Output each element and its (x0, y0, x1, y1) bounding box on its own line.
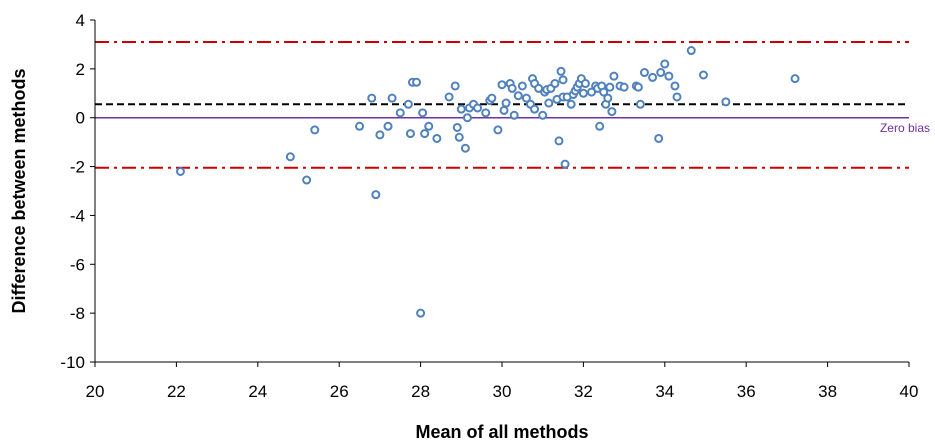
data-point (513, 91, 523, 101)
data-point (607, 107, 617, 117)
data-point (175, 166, 185, 176)
data-point (656, 68, 666, 78)
x-tick-label: 20 (86, 382, 105, 401)
data-point (605, 82, 615, 92)
data-point (444, 92, 454, 102)
data-point (497, 80, 507, 90)
data-point (432, 133, 442, 143)
data-point (538, 110, 548, 120)
y-tick-label: 2 (76, 60, 85, 79)
data-point (558, 75, 568, 85)
data-point (560, 159, 570, 169)
x-tick-label: 38 (818, 382, 837, 401)
data-point (405, 129, 415, 139)
data-point (473, 103, 483, 113)
data-point (648, 72, 658, 82)
data-point (521, 93, 531, 103)
data-point (450, 81, 460, 91)
data-point (462, 113, 472, 123)
data-point (603, 93, 613, 103)
data-point (595, 121, 605, 131)
data-point (454, 132, 464, 142)
data-point (493, 125, 503, 135)
data-point (790, 74, 800, 84)
data-point (383, 121, 393, 131)
data-point (721, 97, 731, 107)
data-point (310, 125, 320, 135)
data-point (633, 82, 643, 92)
x-tick-label: 32 (574, 382, 593, 401)
x-tick-label: 22 (167, 382, 186, 401)
data-point (418, 108, 428, 118)
zero-bias-label: Zero bias (880, 121, 930, 135)
y-tick-label: -6 (70, 255, 85, 274)
data-point (609, 71, 619, 81)
data-point (375, 130, 385, 140)
data-point (660, 59, 670, 69)
data-point (424, 121, 434, 131)
data-point (367, 93, 377, 103)
data-point (481, 108, 491, 118)
y-tick-label: -4 (70, 206, 85, 225)
data-point (580, 79, 590, 89)
axes (94, 20, 909, 363)
data-point (416, 308, 426, 318)
data-point (550, 79, 560, 89)
data-points (175, 46, 800, 318)
data-point (452, 122, 462, 132)
data-point (670, 81, 680, 91)
data-point (487, 93, 497, 103)
x-tick-label: 24 (248, 382, 267, 401)
data-point (403, 99, 413, 109)
data-point (664, 71, 674, 81)
data-point (698, 70, 708, 80)
data-point (599, 87, 609, 97)
y-tick-label: 0 (76, 109, 85, 128)
reference-lines (95, 40, 909, 169)
data-point (686, 46, 696, 56)
data-point (412, 77, 422, 87)
x-tick-label: 30 (493, 382, 512, 401)
data-point (501, 98, 511, 108)
x-tick-label: 34 (655, 382, 674, 401)
data-point (387, 93, 397, 103)
data-point (460, 143, 470, 153)
x-tick-label: 26 (330, 382, 349, 401)
data-point (578, 88, 588, 98)
y-tick-label: -10 (60, 353, 85, 372)
data-point (556, 66, 566, 76)
data-point (672, 92, 682, 102)
x-axis-title: Mean of all methods (415, 422, 588, 442)
data-point (420, 129, 430, 139)
data-point (544, 98, 554, 108)
y-tick-label: -2 (70, 158, 85, 177)
data-point (635, 99, 645, 109)
data-point (507, 83, 517, 93)
data-point (554, 136, 564, 146)
y-tick-label: -8 (70, 304, 85, 323)
y-axis-title: Difference between methods (9, 68, 29, 313)
data-point (302, 175, 312, 185)
data-point (654, 133, 664, 143)
data-point (619, 82, 629, 92)
data-point (530, 104, 540, 114)
data-point (371, 190, 381, 200)
data-point (355, 121, 365, 131)
data-point (456, 104, 466, 114)
data-point (517, 81, 527, 91)
y-tick-label: 4 (76, 11, 85, 30)
data-point (499, 105, 509, 115)
x-tick-label: 28 (411, 382, 430, 401)
x-tick-label: 40 (900, 382, 919, 401)
data-point (395, 108, 405, 118)
data-point (639, 68, 649, 78)
x-tick-label: 36 (737, 382, 756, 401)
data-point (509, 110, 519, 120)
data-point (566, 99, 576, 109)
data-point (285, 152, 295, 162)
